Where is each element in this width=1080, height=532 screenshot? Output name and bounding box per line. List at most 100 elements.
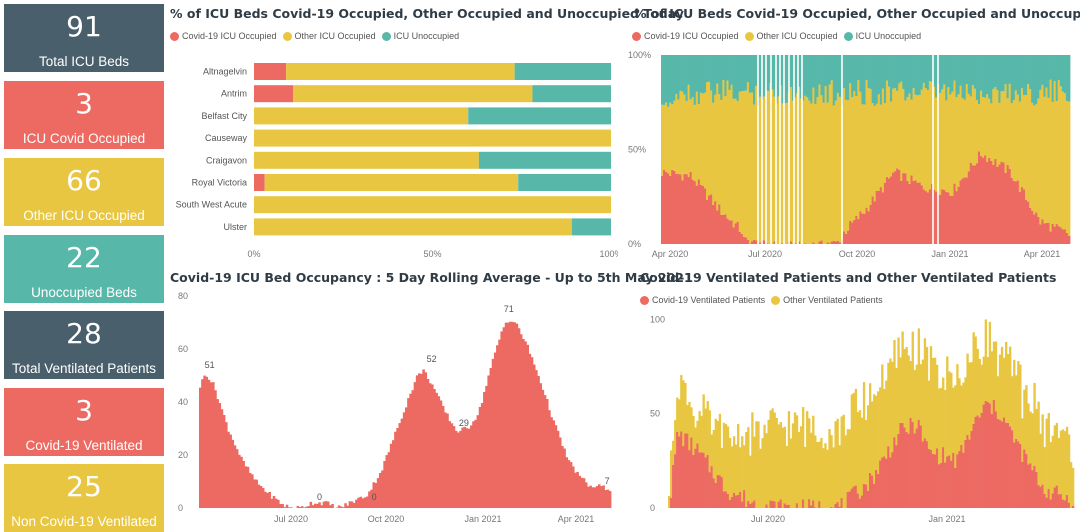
area-slice-covid bbox=[742, 236, 746, 244]
area-slice-unoccupied bbox=[671, 55, 674, 105]
area-slice-covid bbox=[718, 204, 721, 244]
area-slice bbox=[543, 395, 547, 508]
area-slice-other bbox=[853, 91, 856, 220]
area-slice-other bbox=[843, 88, 846, 232]
kpi-card-total-ventilated[interactable]: 28 Total Ventilated Patients bbox=[4, 311, 164, 379]
area-slice-other bbox=[757, 421, 760, 508]
kpi-card-unoccupied-beds[interactable]: 22 Unoccupied Beds bbox=[4, 235, 164, 303]
area-slice bbox=[463, 426, 467, 508]
area-slice-unoccupied bbox=[695, 55, 699, 92]
area-slice-other bbox=[665, 102, 668, 172]
area-slice-other bbox=[1067, 434, 1071, 503]
area-slice-other bbox=[1027, 84, 1030, 202]
area-slice-unoccupied bbox=[961, 55, 965, 99]
area-slice-other bbox=[898, 83, 901, 170]
legend-item[interactable]: Other ICU Occupied bbox=[744, 31, 838, 41]
area-slice-other bbox=[931, 357, 935, 454]
area-slice-other bbox=[840, 416, 843, 499]
area-slice-covid bbox=[1065, 494, 1069, 508]
area-slice-covid bbox=[714, 482, 718, 508]
area-slice-other bbox=[748, 92, 752, 244]
x-tick-label: Jul 2020 bbox=[751, 514, 785, 524]
area-slice-other bbox=[1061, 91, 1065, 230]
area-slice-covid bbox=[697, 179, 701, 244]
area-slice-covid bbox=[961, 178, 965, 244]
kpi-card-covid-ventilated[interactable]: 3 Covid-19 Ventilated bbox=[4, 388, 164, 456]
area-slice-covid bbox=[883, 182, 887, 244]
kpi-card-non-covid-ventilated[interactable]: 25 Non Covid-19 Ventilated bbox=[4, 464, 164, 532]
legend-item[interactable]: Other Ventilated Patients bbox=[771, 295, 883, 305]
x-tick-label: Jul 2020 bbox=[748, 249, 782, 259]
area-slice-other bbox=[877, 391, 880, 475]
area-slice-other bbox=[701, 93, 705, 186]
area-slice-other bbox=[844, 435, 847, 508]
area-slice-other bbox=[992, 341, 996, 400]
area-slice bbox=[255, 479, 258, 508]
area-slice-covid bbox=[738, 231, 742, 244]
area-slice-other bbox=[1000, 91, 1003, 162]
legend-label: Covid-19 ICU Occupied bbox=[182, 31, 277, 41]
area-slice-other bbox=[740, 91, 744, 234]
chart-icu-beds-today[interactable]: Altnagelvin Antrim Belfast City Causeway Cra… bbox=[168, 50, 618, 265]
area-slice-other bbox=[734, 444, 738, 496]
kpi-card-other-icu-occupied[interactable]: 66 Other ICU Occupied bbox=[4, 158, 164, 226]
area-slice bbox=[372, 482, 376, 508]
area-slice-other bbox=[1006, 98, 1010, 165]
area-slice-other bbox=[689, 99, 693, 172]
area-slice bbox=[571, 466, 575, 508]
chart-ventilated-patients[interactable]: 0 50 100 Jul 2020 Jan 2021 bbox=[634, 310, 1076, 530]
area-slice-covid bbox=[903, 427, 906, 508]
legend-label: Other ICU Occupied bbox=[756, 31, 838, 41]
chart-icu-beds-history[interactable]: 0% 50% 100% Apr 2020 Jul 2020 Oct 2020 Jan 202… bbox=[628, 50, 1076, 265]
area-slice-covid bbox=[793, 242, 797, 244]
area-slice-other bbox=[832, 447, 835, 508]
legend-item[interactable]: Other ICU Occupied bbox=[282, 31, 376, 41]
legend-item[interactable]: ICU Unoccupied bbox=[843, 31, 921, 41]
area-slice-other bbox=[720, 448, 724, 478]
area-slice-other bbox=[990, 103, 993, 161]
area-slice-other bbox=[700, 415, 703, 453]
area-slice-unoccupied bbox=[1043, 55, 1046, 97]
area-slice-other bbox=[681, 91, 684, 181]
area-slice-other bbox=[994, 341, 998, 412]
x-tick-label: Jan 2021 bbox=[931, 249, 968, 259]
area-slice-covid bbox=[804, 243, 807, 244]
kpi-card-icu-covid-occupied[interactable]: 3 ICU Covid Occupied bbox=[4, 81, 164, 149]
area-slice-other bbox=[935, 364, 939, 449]
area-slice bbox=[407, 398, 410, 508]
legend-dot-icon bbox=[744, 31, 754, 41]
area-slice-covid bbox=[1004, 172, 1008, 244]
area-slice-other bbox=[945, 100, 948, 192]
area-slice-covid bbox=[867, 211, 870, 244]
area-slice-other bbox=[820, 95, 823, 241]
area-slice bbox=[199, 387, 202, 508]
area-slice-other bbox=[916, 95, 920, 184]
legend-item[interactable]: Covid-19 ICU Occupied bbox=[632, 31, 739, 41]
area-slice-other bbox=[885, 380, 888, 459]
area-slice-covid bbox=[948, 455, 951, 508]
area-slice-other bbox=[1055, 422, 1059, 486]
area-slice-other bbox=[966, 353, 969, 435]
area-slice-covid bbox=[865, 207, 868, 244]
legend-item[interactable]: Covid-19 Ventilated Patients bbox=[640, 295, 765, 305]
area-slice-unoccupied bbox=[710, 55, 713, 91]
area-slice-unoccupied bbox=[1029, 55, 1032, 89]
legend-item[interactable]: Covid-19 ICU Occupied bbox=[170, 31, 277, 41]
kpi-card-total-icu-beds[interactable]: 91 Total ICU Beds bbox=[4, 4, 164, 72]
chart-covid-rolling-average[interactable]: 0 20 40 60 80 Jul 2020 Oct 2020 Jan 2021 Apr 202… bbox=[168, 286, 618, 530]
area-slice-covid bbox=[970, 430, 973, 508]
area-slice-covid bbox=[935, 191, 938, 244]
area-slice-unoccupied bbox=[673, 55, 676, 101]
area-slice-other bbox=[1061, 429, 1065, 500]
area-slice-other bbox=[1049, 79, 1052, 232]
area-slice-covid bbox=[1019, 443, 1022, 508]
y-tick-label: 0 bbox=[650, 503, 655, 513]
legend-dot-icon bbox=[640, 295, 649, 305]
area-slice-covid bbox=[1031, 210, 1034, 244]
area-slice bbox=[604, 490, 608, 508]
area-slice-other bbox=[845, 99, 848, 234]
area-slice-covid bbox=[747, 500, 750, 508]
legend-item[interactable]: ICU Unoccupied bbox=[381, 31, 459, 41]
area-slice bbox=[212, 382, 215, 508]
area-slice-unoccupied bbox=[699, 55, 703, 93]
